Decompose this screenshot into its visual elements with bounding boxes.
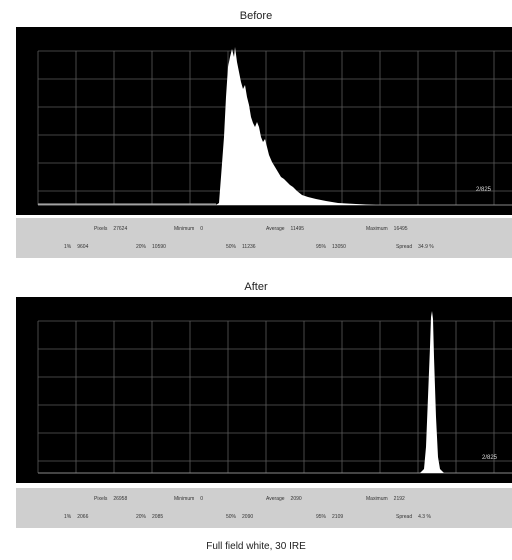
before-histogram-plot bbox=[37, 47, 512, 206]
after-stat-p50: 50% 2090 bbox=[226, 514, 254, 520]
before-stat-average: Average 11495 bbox=[266, 226, 305, 232]
after-stat-average: Average 2090 bbox=[266, 496, 302, 502]
after-stats-row-1: Pixels 26958 Minimum 0 Average 2090 Maximum… bbox=[16, 494, 512, 504]
after-stat-minimum: Minimum 0 bbox=[174, 496, 204, 502]
after-histogram-spike bbox=[420, 311, 444, 473]
before-stats-row-2: 1% 9604 20% 10590 50% 11236 95% 13050 Spread… bbox=[16, 242, 512, 252]
before-stat-spread: Spread 34.9 % bbox=[396, 244, 434, 250]
after-stat-spread: Spread 4.3 % bbox=[396, 514, 431, 520]
before-title: Before bbox=[239, 10, 273, 22]
before-stat-p95: 95% 13050 bbox=[316, 244, 346, 250]
before-scale-label: 2/825 bbox=[476, 187, 492, 193]
before-stats-panel: Pixels 27624 Minimum 0 Average 11495 Maximu… bbox=[16, 218, 512, 258]
before-stats-row-1: Pixels 27624 Minimum 0 Average 11495 Maximu… bbox=[16, 224, 512, 234]
after-histogram-plot bbox=[37, 311, 512, 474]
before-histogram-curve bbox=[216, 47, 376, 205]
before-stat-maximum: Maximum 16495 bbox=[366, 226, 408, 232]
after-histogram: 2/825 bbox=[16, 297, 512, 483]
after-stat-p20: 20% 2085 bbox=[136, 514, 164, 520]
after-grid bbox=[37, 320, 512, 473]
after-scale-label: 2/825 bbox=[482, 455, 498, 461]
after-title: After bbox=[244, 281, 268, 293]
after-stat-p1: 1% 2066 bbox=[64, 514, 89, 520]
before-stat-p50: 50% 11236 bbox=[226, 244, 256, 250]
after-stat-pixels: Pixels 26958 bbox=[94, 496, 128, 502]
before-stat-minimum: Minimum 0 bbox=[174, 226, 204, 232]
after-stat-p95: 95% 2109 bbox=[316, 514, 344, 520]
before-stat-p1: 1% 9604 bbox=[64, 244, 89, 250]
before-stat-p20: 20% 10590 bbox=[136, 244, 166, 250]
after-stats-row-2: 1% 2066 20% 2085 50% 2090 95% 2109 Spread 4.3… bbox=[16, 512, 512, 522]
figure-caption: Full field white, 30 IRE bbox=[206, 541, 306, 552]
after-stats-panel: Pixels 26958 Minimum 0 Average 2090 Maximum… bbox=[16, 488, 512, 528]
before-histogram: 2/825 bbox=[16, 27, 512, 215]
after-stat-maximum: Maximum 2192 bbox=[366, 496, 405, 502]
before-stat-pixels: Pixels 27624 bbox=[94, 226, 128, 232]
